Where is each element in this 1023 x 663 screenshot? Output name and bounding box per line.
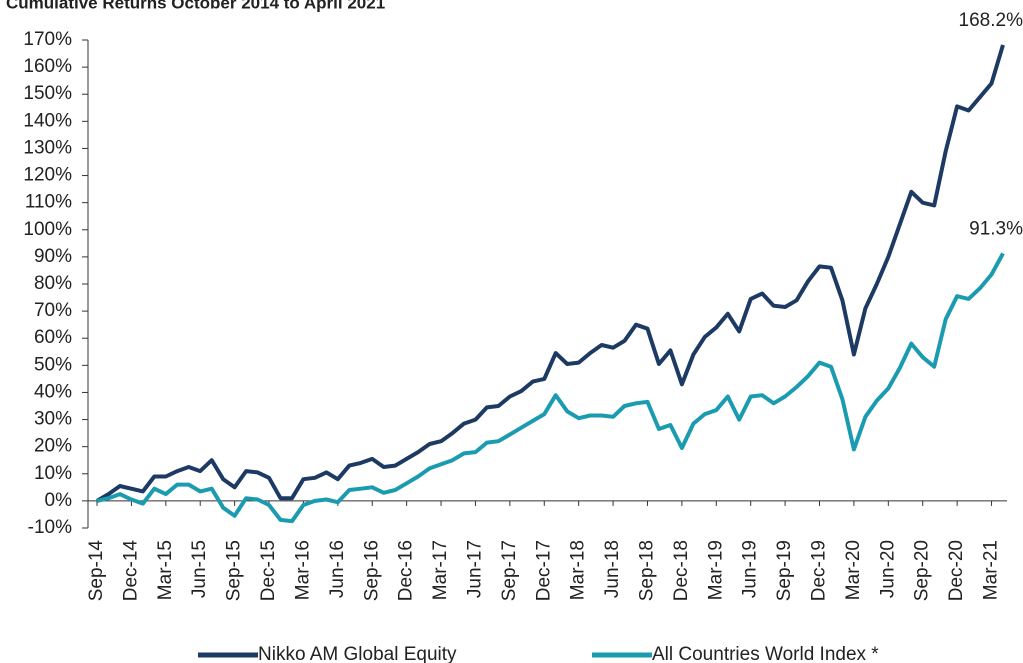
x-tick-label: Mar-19 <box>705 540 726 600</box>
x-tick-label: Sep-14 <box>86 540 107 602</box>
y-tick-label: 90% <box>34 246 72 267</box>
x-tick-label: Jun-16 <box>327 540 348 598</box>
y-tick-label: 100% <box>23 219 72 240</box>
x-tick-label: Sep-20 <box>912 540 933 601</box>
y-tick-label: 10% <box>34 463 72 484</box>
y-tick-label: 70% <box>34 300 72 321</box>
x-tick-label: Mar-21 <box>981 540 1002 600</box>
x-tick-label: Jun-17 <box>464 540 485 598</box>
x-tick-label: Sep-17 <box>499 540 520 601</box>
x-tick-label: Dec-15 <box>258 540 279 601</box>
line-series <box>95 44 1005 503</box>
line-series <box>96 252 1005 524</box>
x-tick-label: Sep-16 <box>361 540 382 601</box>
y-tick-label: 80% <box>34 273 72 294</box>
x-tick-label: Sep-18 <box>636 540 657 601</box>
x-tick-label: Sep-15 <box>224 540 245 601</box>
x-tick-label: Jun-19 <box>740 540 761 598</box>
x-tick-label: Mar-16 <box>292 540 313 600</box>
data-label: 168.2% <box>959 10 1023 31</box>
x-tick-label: Mar-15 <box>155 540 176 600</box>
y-tick-label: 130% <box>23 137 72 158</box>
y-tick-label: 20% <box>34 436 72 457</box>
x-tick-label: Dec-17 <box>533 540 554 601</box>
x-tick-label: Jun-20 <box>877 540 898 598</box>
y-tick-label: 40% <box>34 381 72 402</box>
y-tick-label: 50% <box>34 354 72 375</box>
x-tick-label: Dec-20 <box>946 540 967 601</box>
legend-label: All Countries World Index * <box>652 644 879 663</box>
x-tick-label: Dec-19 <box>809 540 830 601</box>
y-tick-label: 60% <box>34 327 72 348</box>
x-tick-label: Mar-18 <box>568 540 589 600</box>
y-tick-label: 140% <box>23 110 72 131</box>
x-tick-label: Sep-19 <box>774 540 795 601</box>
y-tick-label: 0% <box>45 490 73 511</box>
y-tick-label: 110% <box>25 192 72 213</box>
y-tick-label: 30% <box>34 409 72 430</box>
legend-label: Nikko AM Global Equity <box>258 644 457 663</box>
y-tick-label: 170% <box>23 29 72 50</box>
y-tick-label: -10% <box>28 517 72 538</box>
x-tick-label: Mar-17 <box>430 540 451 600</box>
data-label: 91.3% <box>969 218 1023 239</box>
x-tick-label: Dec-18 <box>671 540 692 601</box>
x-tick-label: Dec-16 <box>396 540 417 601</box>
y-tick-label: 120% <box>23 165 72 186</box>
y-tick-label: 150% <box>23 83 72 104</box>
x-tick-label: Jun-15 <box>189 540 210 598</box>
x-tick-label: Jun-18 <box>602 540 623 598</box>
chart-title: Cumulative Returns October 2014 to April… <box>6 0 385 12</box>
y-tick-label: 160% <box>23 56 72 77</box>
x-tick-label: Dec-14 <box>120 540 141 602</box>
x-tick-label: Mar-20 <box>843 540 864 600</box>
